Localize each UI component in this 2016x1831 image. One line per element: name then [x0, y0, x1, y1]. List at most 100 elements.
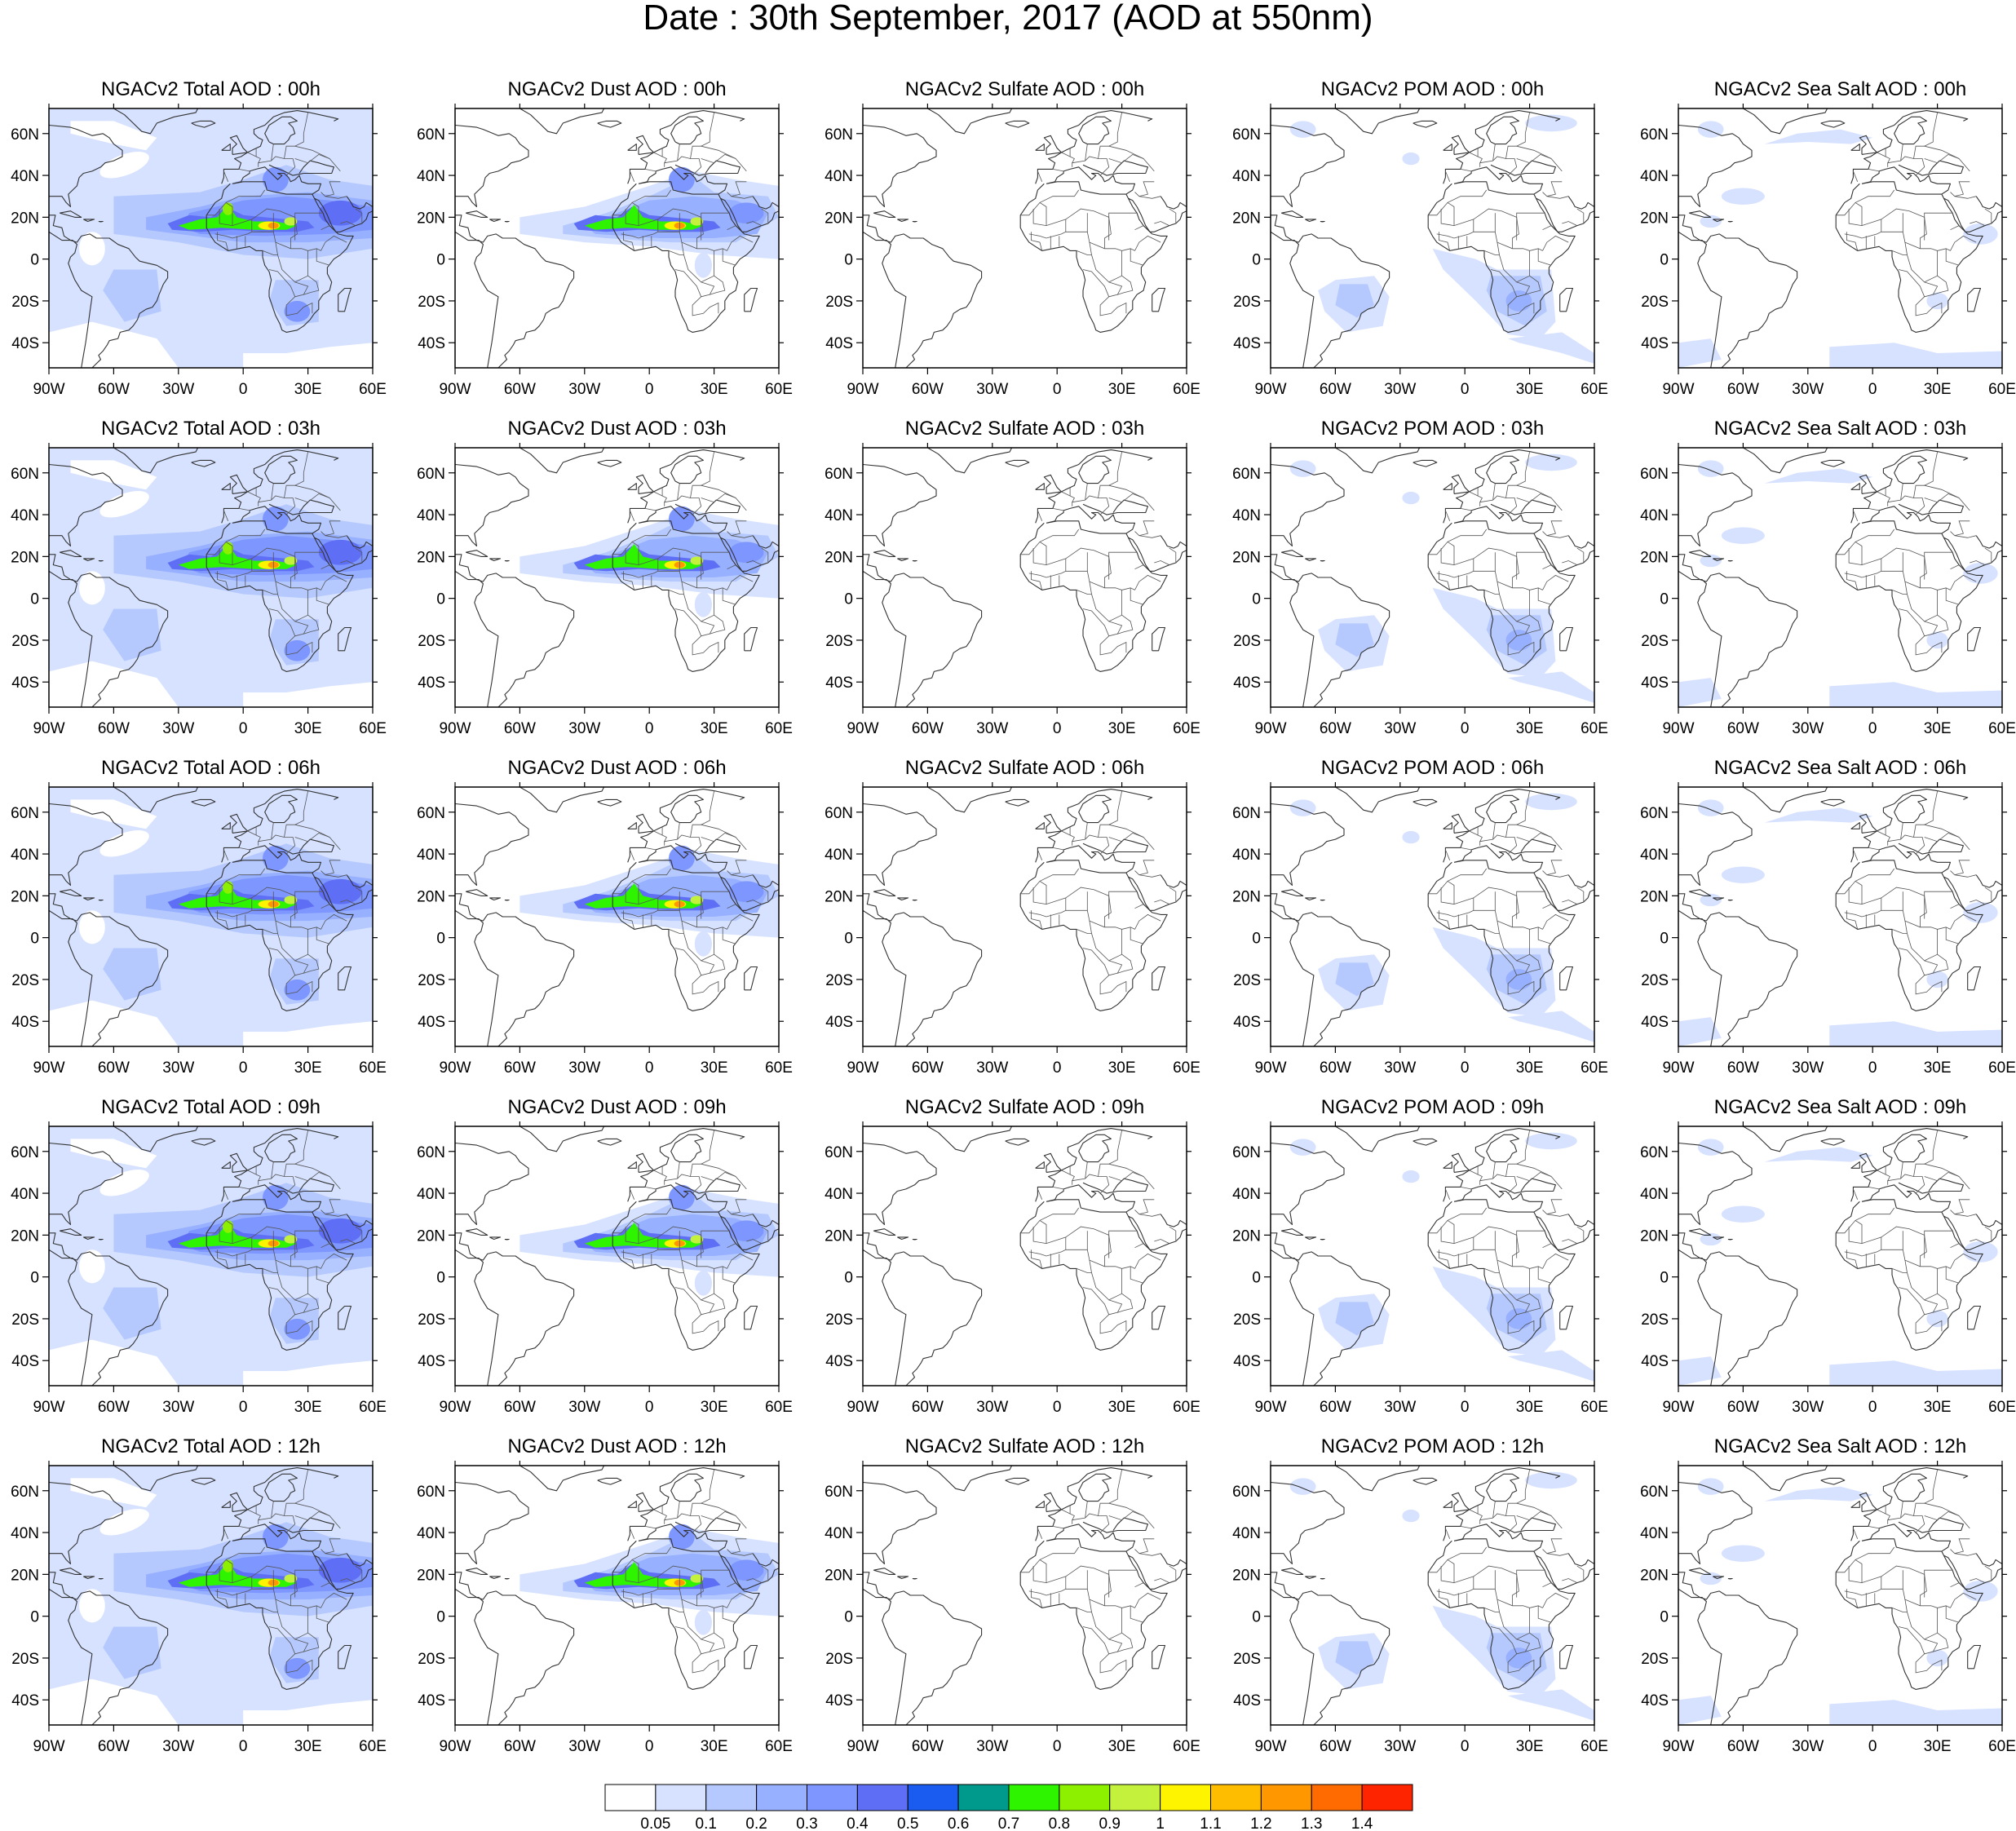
y-tick-label: 20N: [11, 1227, 39, 1245]
x-tick-label: 90W: [847, 1738, 878, 1755]
x-tick-label: 0: [645, 720, 654, 737]
panel-title: NGACv2 Sea Salt AOD : 09h: [1714, 1096, 1966, 1118]
x-tick-label: 0: [1053, 1059, 1062, 1077]
panel-title: NGACv2 Dust AOD : 09h: [507, 1096, 726, 1118]
map-frame: [454, 1126, 780, 1387]
y-tick-label: 20S: [11, 1311, 39, 1329]
y-tick-label: 0: [1252, 591, 1261, 608]
y-tick-label: 20N: [1640, 549, 1669, 566]
y-tick-label: 40N: [11, 847, 39, 864]
colorbar-label: 0.05: [640, 1816, 670, 1831]
y-tick-label: 0: [844, 591, 853, 608]
y-tick-label: 40S: [11, 1353, 39, 1370]
y-tick-label: 40S: [1233, 1692, 1261, 1709]
x-tick-label: 90W: [1662, 720, 1694, 737]
map-area: [1678, 1466, 2002, 1725]
y-tick-label: 20S: [1641, 1651, 1669, 1668]
y-tick-label: 20N: [825, 1567, 853, 1584]
map-frame: [1678, 447, 2003, 708]
y-tick-label: 60N: [1232, 466, 1261, 483]
y-tick-label: 0: [844, 1270, 853, 1287]
map-area: [455, 108, 779, 368]
map-panel-sea-salt-4: NGACv2 Sea Salt AOD : 12h 90W 60W 30W 0 30E 60…: [1640, 1435, 2016, 1755]
x-tick-label: 60E: [1988, 1738, 2016, 1755]
colorbar-swatch: [856, 1784, 909, 1811]
x-tick-label: 0: [239, 720, 248, 737]
y-tick-label: 40N: [11, 168, 39, 185]
y-tick-label: 0: [436, 252, 445, 269]
x-tick-label: 30E: [1516, 381, 1544, 398]
map-panel-pom-1: NGACv2 POM AOD : 03h 90W 60W 30W 0 30E 60E 60N 4…: [1232, 418, 1608, 737]
y-tick-label: 40N: [11, 1525, 39, 1542]
y-tick-label: 40N: [825, 1186, 853, 1203]
x-tick-label: 60E: [1581, 1738, 1608, 1755]
y-tick-label: 40N: [417, 507, 445, 524]
map-frame: [862, 786, 1187, 1047]
colorbar-swatch: [957, 1784, 1010, 1811]
y-tick-label: 20N: [11, 549, 39, 566]
colorbar-swatch: [1008, 1784, 1060, 1811]
x-tick-label: 30E: [294, 1399, 322, 1416]
panel-title: NGACv2 Sulfate AOD : 00h: [905, 78, 1144, 100]
x-tick-label: 30E: [294, 1059, 322, 1077]
map-panel-dust-1: NGACv2 Dust AOD : 03h 90W 60W 30W 0 30E 60E 60N…: [417, 418, 793, 737]
y-tick-label: 60N: [11, 1484, 39, 1501]
y-tick-label: 40S: [1641, 1353, 1669, 1370]
y-tick-label: 40S: [1641, 674, 1669, 692]
x-tick-label: 60E: [359, 381, 387, 398]
x-tick-label: 0: [1868, 381, 1877, 398]
map-area: [49, 108, 373, 368]
y-tick-label: 60N: [417, 805, 445, 822]
panel-title: NGACv2 POM AOD : 03h: [1321, 418, 1544, 440]
y-tick-label: 60N: [825, 126, 853, 144]
panel-title: NGACv2 Dust AOD : 06h: [507, 757, 726, 779]
x-tick-label: 30E: [701, 1738, 728, 1755]
colorbar-swatch: [807, 1784, 858, 1811]
x-tick-label: 90W: [1662, 1059, 1694, 1077]
y-tick-label: 20N: [1232, 1567, 1261, 1584]
map-panel-pom-4: NGACv2 POM AOD : 12h 90W 60W 30W 0 30E 60E 60N 4…: [1232, 1435, 1608, 1755]
colorbar-label: 0.8: [1049, 1816, 1070, 1831]
y-tick-label: 0: [1660, 1609, 1669, 1626]
y-tick-label: 20N: [1640, 1227, 1669, 1245]
x-tick-label: 90W: [439, 381, 471, 398]
y-tick-label: 40N: [417, 1186, 445, 1203]
y-tick-label: 20N: [1640, 1567, 1669, 1584]
y-tick-label: 40N: [825, 847, 853, 864]
x-tick-label: 90W: [439, 1059, 471, 1077]
y-tick-label: 60N: [825, 1484, 853, 1501]
panel-title: NGACv2 Dust AOD : 12h: [507, 1435, 726, 1457]
y-tick-label: 60N: [417, 466, 445, 483]
x-tick-label: 0: [1461, 381, 1470, 398]
x-tick-label: 60E: [765, 1059, 793, 1077]
y-tick-label: 40N: [825, 1525, 853, 1542]
panel-title: NGACv2 Sea Salt AOD : 03h: [1714, 418, 1966, 440]
y-tick-label: 60N: [825, 466, 853, 483]
panel-title: NGACv2 Total AOD : 12h: [101, 1435, 321, 1457]
x-tick-label: 30W: [568, 1399, 600, 1416]
y-tick-label: 20N: [11, 1567, 39, 1584]
panel-title: NGACv2 POM AOD : 00h: [1321, 78, 1544, 100]
panel-title: NGACv2 Total AOD : 00h: [101, 78, 321, 100]
x-tick-label: 60E: [1581, 1059, 1608, 1077]
map-frame: [1270, 786, 1595, 1047]
map-panel-total-2: NGACv2 Total AOD : 06h 90W 60W 30W 0 30E 60E 60…: [11, 757, 387, 1077]
map-area: [1271, 108, 1594, 368]
map-panel-sea-salt-0: NGACv2 Sea Salt AOD : 00h 90W 60W 30W 0 30E 60…: [1640, 78, 2016, 398]
x-tick-label: 60W: [504, 1059, 536, 1077]
map-frame: [454, 786, 780, 1047]
x-tick-label: 60W: [504, 1399, 536, 1416]
panel-title: NGACv2 Dust AOD : 00h: [507, 78, 726, 100]
x-tick-label: 60W: [1320, 720, 1351, 737]
y-tick-label: 60N: [11, 1144, 39, 1161]
map-area: [49, 1126, 373, 1386]
y-tick-label: 40S: [11, 1692, 39, 1709]
x-tick-label: 90W: [33, 720, 64, 737]
y-tick-label: 0: [1252, 931, 1261, 948]
y-tick-label: 20S: [11, 972, 39, 989]
colorbar-label: 1.3: [1301, 1816, 1322, 1831]
x-tick-label: 60W: [98, 1399, 130, 1416]
colorbar-label: 0.9: [1099, 1816, 1121, 1831]
x-tick-label: 90W: [439, 1738, 471, 1755]
